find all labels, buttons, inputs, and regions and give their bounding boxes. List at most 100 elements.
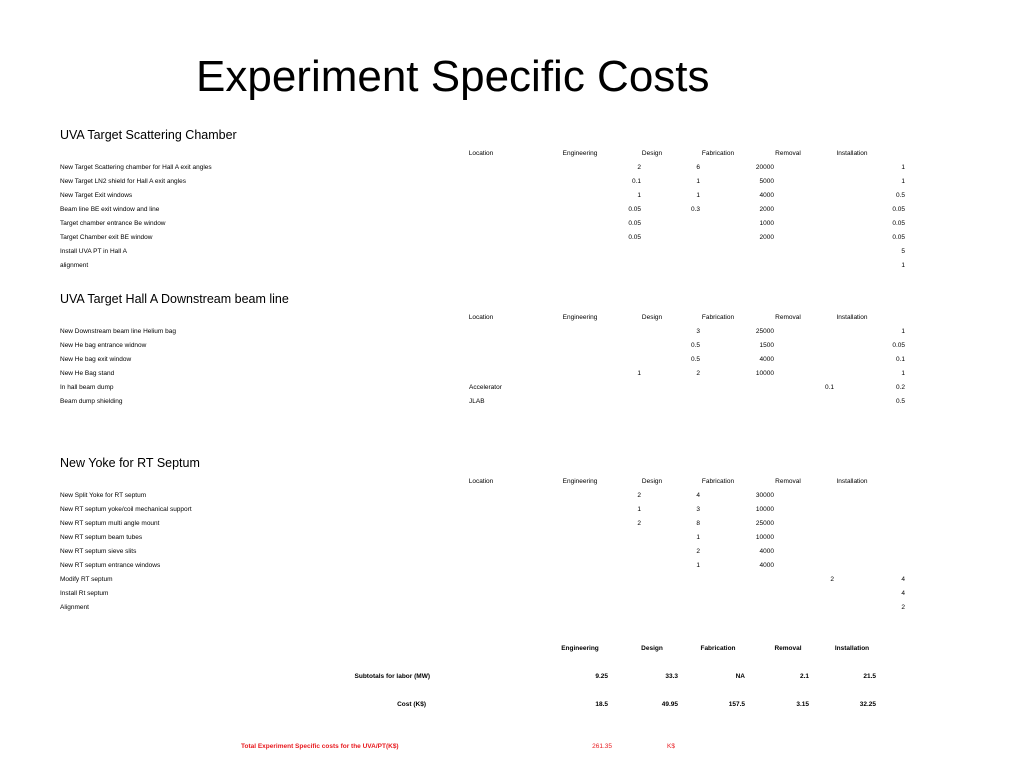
column-header: Fabrication [701, 314, 735, 321]
row-label: In hall beam dump [60, 384, 114, 391]
row-label: Target Chamber exit BE window [60, 234, 153, 241]
cell-removal: 4000 [759, 548, 774, 555]
cell-installation-b: 2 [901, 604, 905, 611]
section-title: UVA Target Scattering Chamber [60, 128, 237, 142]
row-label: New RT septum beam tubes [60, 534, 143, 541]
cell-location: JLAB [469, 398, 485, 405]
cell-installation-a: 2 [830, 576, 834, 583]
summary-header: Engineering [561, 645, 599, 652]
column-header: Design [641, 314, 663, 321]
cost-subtotal-value: 49.95 [661, 701, 678, 708]
labor-subtotal-value: 21.5 [863, 673, 876, 680]
row-label: Target chamber entrance Be window [60, 220, 166, 227]
cell-installation-b: 0.1 [895, 356, 905, 363]
cell-removal: 30000 [755, 492, 774, 499]
column-header: Installation [836, 150, 868, 157]
cell-removal: 10000 [755, 370, 774, 377]
section-title: New Yoke for RT Septum [60, 456, 200, 470]
cost-subtotal-label: Cost (K$) [397, 701, 426, 708]
column-header: Design [641, 478, 663, 485]
column-header: Location [468, 478, 494, 485]
cell-removal: 25000 [755, 328, 774, 335]
cell-installation-b: 1 [901, 370, 905, 377]
cost-subtotal-value: 18.5 [595, 701, 608, 708]
cell-design: 1 [637, 370, 641, 377]
cell-fabrication: 0.3 [690, 206, 700, 213]
cell-fabrication: 3 [696, 328, 700, 335]
cell-fabrication: 4 [696, 492, 700, 499]
cell-location: Accelerator [469, 384, 502, 391]
cell-removal: 4000 [759, 192, 774, 199]
cell-fabrication: 1 [696, 534, 700, 541]
cell-fabrication: 3 [696, 506, 700, 513]
row-label: alignment [60, 262, 89, 269]
column-header: Engineering [562, 314, 598, 321]
cell-installation-b: 1 [901, 328, 905, 335]
cell-removal: 10000 [755, 534, 774, 541]
cell-fabrication: 0.5 [690, 356, 700, 363]
cell-removal: 20000 [755, 164, 774, 171]
cell-installation-b: 0.5 [895, 398, 905, 405]
row-label: New RT septum sieve slits [60, 548, 137, 555]
row-label: Alignment [60, 604, 89, 611]
cell-installation-b: 0.05 [892, 206, 905, 213]
cost-subtotal-value: 3.15 [796, 701, 809, 708]
column-header: Removal [775, 314, 801, 321]
cell-removal: 1500 [759, 342, 774, 349]
column-header: Fabrication [701, 150, 735, 157]
row-label: New RT septum multi angle mount [60, 520, 160, 527]
cell-design: 1 [637, 506, 641, 513]
row-label: Install Rt septum [60, 590, 109, 597]
cell-fabrication: 1 [696, 192, 700, 199]
cell-fabrication: 2 [696, 370, 700, 377]
cell-installation-b: 0.05 [892, 220, 905, 227]
cell-installation-b: 1 [901, 164, 905, 171]
total-value: 261.35 [592, 743, 612, 750]
cell-removal: 10000 [755, 506, 774, 513]
cell-removal: 5000 [759, 178, 774, 185]
row-label: New RT septum entrance windows [60, 562, 161, 569]
cell-fabrication: 8 [696, 520, 700, 527]
cell-fabrication: 6 [696, 164, 700, 171]
row-label: Beam line BE exit window and line [60, 206, 160, 213]
cell-installation-b: 0.05 [892, 234, 905, 241]
row-label: New He Bag stand [60, 370, 115, 377]
row-label: Install UVA PT in Hall A [60, 248, 127, 255]
column-header: Removal [775, 478, 801, 485]
row-label: Modify RT septum [60, 576, 113, 583]
cell-removal: 2000 [759, 206, 774, 213]
column-header: Fabrication [701, 478, 735, 485]
row-label: New Downstream beam line Helium bag [60, 328, 176, 335]
cell-removal: 1000 [759, 220, 774, 227]
summary-header: Removal [774, 645, 802, 652]
labor-subtotal-value: 9.25 [595, 673, 608, 680]
column-header: Removal [775, 150, 801, 157]
cell-removal: 4000 [759, 356, 774, 363]
cell-removal: 4000 [759, 562, 774, 569]
column-header: Location [468, 314, 494, 321]
cell-removal: 2000 [759, 234, 774, 241]
cell-design: 2 [637, 492, 641, 499]
total-label: Total Experiment Specific costs for the … [241, 743, 399, 750]
labor-subtotal-value: 33.3 [665, 673, 678, 680]
row-label: New He bag exit window [60, 356, 132, 363]
cell-installation-b: 4 [901, 590, 905, 597]
row-label: New Target LN2 shield for Hall A exit an… [60, 178, 186, 185]
row-label: New RT septum yoke/coil mechanical suppo… [60, 506, 192, 513]
cell-installation-b: 0.05 [892, 342, 905, 349]
summary-header: Installation [834, 645, 870, 652]
column-header: Engineering [562, 150, 598, 157]
cell-removal: 25000 [755, 520, 774, 527]
cell-installation-a: 0.1 [824, 384, 834, 391]
column-header: Installation [836, 314, 868, 321]
labor-subtotal-value: NA [735, 673, 745, 680]
row-label: New Target Scattering chamber for Hall A… [60, 164, 212, 171]
row-label: New He bag entrance widnow [60, 342, 147, 349]
cell-installation-b: 1 [901, 178, 905, 185]
summary-header: Fabrication [700, 645, 736, 652]
column-header: Location [468, 150, 494, 157]
page-title: Experiment Specific Costs [196, 52, 710, 101]
row-label: New Target Exit windows [60, 192, 133, 199]
cell-fabrication: 1 [696, 562, 700, 569]
cell-installation-b: 0.2 [895, 384, 905, 391]
